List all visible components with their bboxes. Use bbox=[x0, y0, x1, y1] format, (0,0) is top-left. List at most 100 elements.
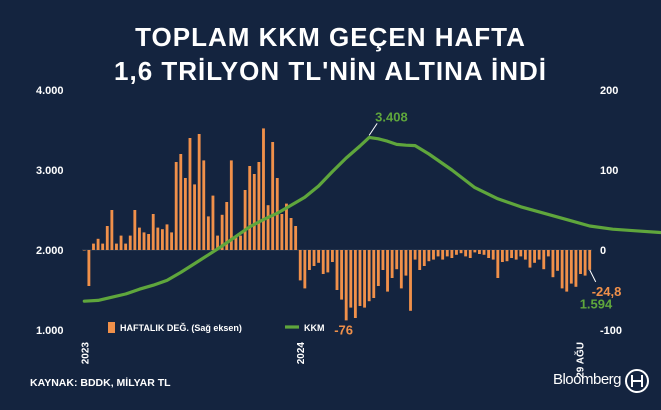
bar-weekly-change bbox=[523, 250, 527, 260]
bar-weekly-change bbox=[92, 243, 95, 250]
bar-weekly-change bbox=[381, 250, 385, 270]
bar-weekly-change bbox=[533, 250, 536, 263]
bar-weekly-change bbox=[147, 234, 151, 250]
bar-weekly-change bbox=[565, 250, 569, 292]
bar-weekly-change bbox=[234, 237, 238, 250]
bar-weekly-change bbox=[82, 250, 86, 251]
right-axis-tick: 100 bbox=[600, 165, 618, 177]
bar-weekly-change bbox=[491, 250, 495, 260]
bar-weekly-change bbox=[211, 195, 215, 250]
bar-weekly-change bbox=[436, 250, 440, 257]
bar-weekly-change bbox=[390, 250, 394, 278]
bar-weekly-change bbox=[115, 243, 118, 250]
bar-weekly-change bbox=[225, 202, 229, 250]
bar-weekly-change bbox=[101, 243, 105, 250]
bar-weekly-change bbox=[262, 128, 265, 250]
bar-weekly-change bbox=[243, 190, 247, 250]
bar-weekly-change bbox=[252, 174, 256, 250]
left-axis-tick: 2.000 bbox=[36, 245, 64, 257]
bar-weekly-change bbox=[174, 162, 178, 250]
bar-weekly-change bbox=[170, 232, 174, 250]
bar-weekly-change bbox=[395, 250, 399, 270]
bar-weekly-change bbox=[514, 250, 518, 260]
bar-weekly-change bbox=[312, 250, 316, 266]
bar-weekly-change bbox=[386, 250, 389, 292]
source-note: KAYNAK: BDDK, MİLYAR TL bbox=[30, 377, 171, 389]
bar-weekly-change bbox=[482, 250, 486, 255]
bar-weekly-change bbox=[87, 250, 91, 286]
brand-logo-icon bbox=[625, 369, 649, 393]
bar-weekly-change bbox=[409, 250, 412, 311]
bar-weekly-change bbox=[294, 226, 298, 250]
chart-title-line2: 1,6 TRİLYON TL'NİN ALTINA İNDİ bbox=[114, 56, 547, 86]
left-axis-tick: 3.000 bbox=[36, 165, 64, 177]
bar-weekly-change bbox=[188, 138, 192, 250]
bar-weekly-change bbox=[353, 250, 357, 318]
legend-bar-swatch bbox=[108, 322, 115, 333]
bar-weekly-change bbox=[455, 250, 458, 255]
bar-weekly-change bbox=[404, 250, 408, 276]
bar-weekly-change bbox=[128, 235, 132, 250]
bar-weekly-change bbox=[280, 214, 284, 250]
bar-weekly-change bbox=[271, 142, 275, 250]
bar-weekly-change bbox=[432, 250, 435, 260]
bar-weekly-change bbox=[285, 203, 288, 250]
bar-weekly-change bbox=[142, 232, 146, 250]
bar-weekly-change bbox=[133, 210, 137, 250]
bar-weekly-change bbox=[583, 250, 587, 276]
bar-weekly-change bbox=[340, 250, 344, 300]
bar-weekly-change bbox=[308, 250, 311, 270]
bar-weekly-change bbox=[413, 250, 417, 260]
bar-weekly-change bbox=[124, 243, 128, 250]
bar-weekly-change bbox=[138, 227, 141, 250]
bar-weekly-change bbox=[569, 250, 573, 284]
bar-weekly-change bbox=[248, 166, 252, 250]
bar-weekly-change bbox=[179, 154, 183, 250]
right-axis-tick: 200 bbox=[600, 85, 618, 97]
chart-title-line1: TOPLAM KKM GEÇEN HAFTA bbox=[135, 22, 526, 52]
bar-weekly-change bbox=[206, 216, 210, 250]
x-axis-label: 2023 bbox=[80, 342, 91, 365]
bar-weekly-change bbox=[335, 250, 339, 290]
bar-weekly-change bbox=[193, 184, 196, 250]
bar-weekly-change bbox=[326, 250, 330, 273]
bar-weekly-change bbox=[156, 227, 160, 250]
x-axis-label: 29 AĞU bbox=[574, 342, 587, 378]
bar-weekly-change bbox=[487, 250, 491, 258]
bar-weekly-change bbox=[303, 250, 307, 289]
bar-weekly-change bbox=[579, 250, 582, 274]
bar-weekly-change bbox=[202, 160, 206, 250]
bar-weekly-change bbox=[183, 178, 187, 250]
bar-weekly-change bbox=[505, 250, 509, 262]
bar-weekly-change bbox=[478, 250, 481, 254]
bar-weekly-change bbox=[450, 250, 454, 258]
bar-weekly-change bbox=[468, 250, 472, 258]
bar-weekly-change bbox=[376, 250, 380, 286]
bar-weekly-change bbox=[560, 250, 564, 289]
bar-weekly-change bbox=[330, 250, 334, 262]
bar-weekly-change bbox=[496, 250, 500, 278]
brand-wordmark: Bloomberg bbox=[552, 371, 622, 388]
bar-weekly-change bbox=[367, 250, 371, 302]
bar-weekly-change bbox=[519, 250, 523, 257]
bar-weekly-change bbox=[574, 250, 578, 287]
last-kkm-label: 1.594 bbox=[580, 296, 613, 311]
bar-weekly-change bbox=[216, 235, 219, 250]
bar-weekly-change bbox=[464, 250, 468, 257]
legend-bar-label: HAFTALIK DEĞ. (Sağ eksen) bbox=[120, 322, 242, 333]
bar-weekly-change bbox=[165, 224, 169, 250]
bar-weekly-change bbox=[317, 250, 321, 263]
bar-weekly-change bbox=[418, 250, 422, 270]
bar-weekly-change bbox=[96, 238, 100, 250]
x-axis-label: 2024 bbox=[296, 342, 307, 365]
last-weekly-label: -24,8 bbox=[592, 284, 622, 299]
bar-weekly-change bbox=[344, 250, 348, 321]
bar-weekly-change bbox=[266, 205, 270, 250]
bar-weekly-change bbox=[289, 218, 293, 250]
bar-weekly-change bbox=[151, 214, 155, 250]
bar-weekly-change bbox=[363, 250, 366, 308]
bar-weekly-change bbox=[197, 134, 201, 250]
bar-weekly-change bbox=[298, 250, 302, 281]
bar-weekly-change bbox=[441, 250, 445, 260]
